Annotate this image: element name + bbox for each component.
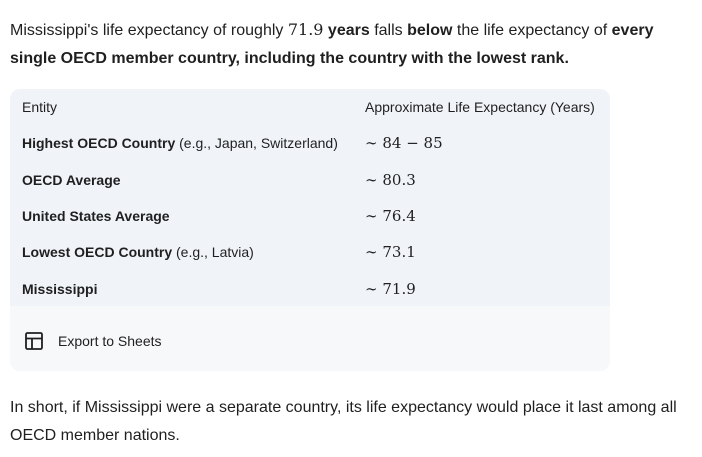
tilde-symbol: ∼ — [365, 243, 378, 262]
intro-bold-years: years — [327, 22, 370, 39]
table-footer: Export to Sheets — [10, 311, 610, 371]
outro-paragraph: In short, if Mississippi were a separate… — [10, 399, 677, 444]
tilde-symbol: ∼ — [365, 134, 378, 153]
tilde-symbol: ∼ — [365, 170, 378, 189]
table-row: Highest OECD Country (e.g., Japan, Switz… — [10, 125, 610, 161]
intro-bold-every: every single OECD member country, includ… — [10, 22, 654, 67]
row-entity-note: (e.g., Japan, Switzerland) — [175, 135, 338, 152]
row-value: ∼ 73.1 — [365, 234, 610, 270]
intro-paragraph: Mississippi's life expectancy of roughly… — [10, 16, 690, 73]
row-entity: Lowest OECD Country (e.g., Latvia) — [10, 234, 365, 270]
row-entity: United States Average — [10, 198, 365, 234]
intro-text-1: Mississippi's life expectancy of roughly — [10, 22, 288, 39]
intro-bold-below: below — [407, 22, 453, 39]
row-entity-note: (e.g., Latvia) — [172, 244, 254, 261]
table-area: Entity Approximate Life Expectancy (Year… — [10, 89, 610, 306]
row-entity: Highest OECD Country (e.g., Japan, Switz… — [10, 125, 365, 161]
row-value: ∼ 84 − 85 — [365, 125, 610, 161]
row-entity-bold: Highest OECD Country — [22, 135, 176, 152]
row-value: ∼ 71.9 — [365, 271, 610, 307]
export-label: Export to Sheets — [58, 333, 162, 349]
tilde-symbol: ∼ — [365, 279, 378, 298]
table-header-row: Entity Approximate Life Expectancy (Year… — [10, 89, 610, 125]
header-entity: Entity — [22, 99, 58, 115]
table-row: United States Average ∼ 76.4 — [10, 198, 610, 234]
row-value-text: 73.1 — [382, 243, 416, 262]
row-entity-bold: Lowest OECD Country — [22, 244, 173, 261]
export-to-sheets-button[interactable]: Export to Sheets — [24, 329, 162, 353]
row-entity-bold: United States Average — [22, 207, 170, 224]
row-value: ∼ 76.4 — [365, 198, 610, 234]
row-entity: OECD Average — [10, 161, 365, 197]
header-life-expectancy: Approximate Life Expectancy (Years) — [365, 99, 595, 115]
table-row: Mississippi ∼ 71.9 — [10, 271, 610, 307]
tilde-symbol: ∼ — [365, 206, 378, 225]
table-grid-icon — [24, 331, 44, 351]
table-row: Lowest OECD Country (e.g., Latvia) ∼ 73.… — [10, 234, 610, 270]
row-value-text: 84 − 85 — [382, 134, 443, 153]
row-value-text: 76.4 — [382, 206, 416, 225]
row-entity: Mississippi — [10, 271, 365, 307]
table-row: OECD Average ∼ 80.3 — [10, 161, 610, 197]
row-value-text: 80.3 — [382, 170, 416, 189]
life-expectancy-table: Entity Approximate Life Expectancy (Year… — [10, 89, 610, 307]
intro-text-4: the life expectancy of — [452, 22, 612, 39]
row-entity-bold: Mississippi — [22, 280, 98, 297]
intro-value: 71.9 — [287, 20, 324, 39]
intro-text-3: falls — [369, 22, 408, 39]
table-card: Entity Approximate Life Expectancy (Year… — [10, 89, 610, 371]
row-value: ∼ 80.3 — [365, 161, 610, 197]
row-value-text: 71.9 — [382, 279, 416, 298]
row-entity-bold: OECD Average — [22, 171, 121, 188]
